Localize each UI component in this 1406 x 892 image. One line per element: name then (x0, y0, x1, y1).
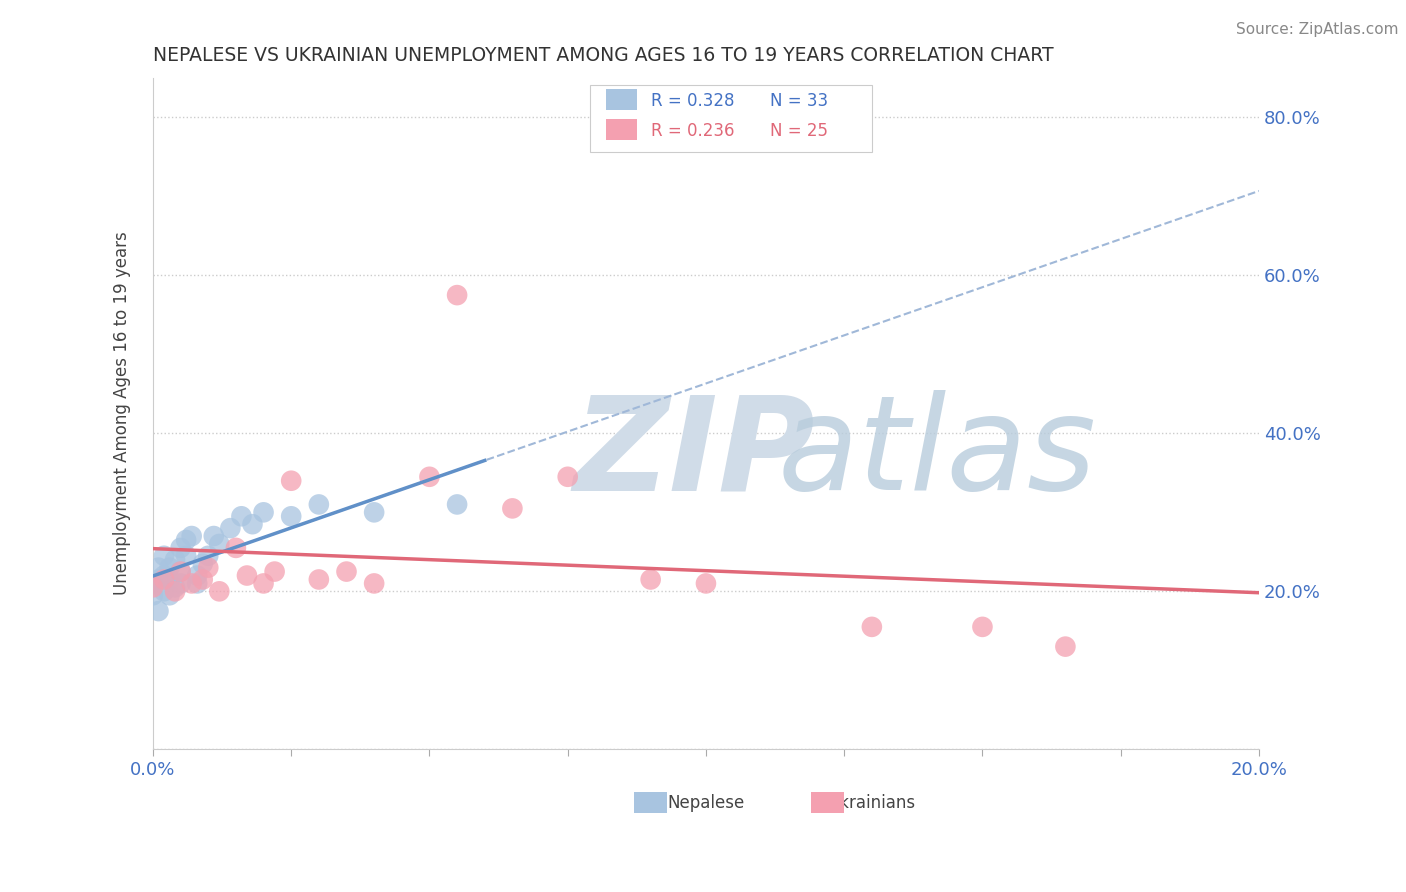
Text: Ukrainians: Ukrainians (828, 794, 915, 812)
Point (197, 549, 219, 563)
Point (640, 573, 662, 587)
Point (202, 529, 225, 543)
Point (557, 470, 579, 484)
Point (180, 576, 202, 591)
Point (159, 573, 181, 587)
Point (197, 560, 219, 574)
Point (280, 474, 302, 488)
Point (219, 521, 242, 535)
Point (208, 584, 231, 599)
Text: N = 33: N = 33 (770, 92, 828, 110)
Point (225, 541, 247, 555)
Point (191, 573, 214, 587)
Text: atlas: atlas (778, 391, 1097, 517)
Point (169, 541, 191, 555)
Point (165, 580, 187, 594)
Point (153, 584, 176, 599)
Point (263, 565, 285, 579)
Bar (606, 119, 637, 140)
Text: NEPALESE VS UKRAINIAN UNEMPLOYMENT AMONG AGES 16 TO 19 YEARS CORRELATION CHART: NEPALESE VS UKRAINIAN UNEMPLOYMENT AMONG… (153, 46, 1053, 65)
Point (335, 565, 357, 579)
Text: N = 25: N = 25 (770, 122, 828, 140)
Point (231, 509, 253, 524)
Point (142, 588, 165, 602)
Bar (634, 791, 668, 814)
Point (208, 537, 231, 551)
Y-axis label: Unemployment Among Ages 16 to 19 years: Unemployment Among Ages 16 to 19 years (114, 232, 131, 596)
Bar (811, 791, 844, 814)
Point (860, 620, 883, 634)
Text: R = 0.328: R = 0.328 (651, 92, 734, 110)
Point (186, 568, 208, 582)
Point (165, 584, 187, 599)
FancyBboxPatch shape (591, 85, 872, 152)
Point (169, 576, 191, 591)
Text: Nepalese: Nepalese (668, 794, 745, 812)
Point (308, 498, 330, 512)
Point (418, 470, 440, 484)
Point (446, 498, 468, 512)
Point (174, 549, 197, 563)
Point (191, 557, 214, 571)
Point (972, 620, 994, 634)
Text: ZIP: ZIP (574, 391, 815, 517)
Point (165, 553, 187, 567)
Point (148, 604, 170, 618)
Point (446, 288, 468, 302)
Point (1054, 640, 1077, 654)
Point (153, 568, 176, 582)
Point (252, 576, 274, 591)
Point (142, 576, 165, 591)
Text: R = 0.236: R = 0.236 (651, 122, 734, 140)
Point (148, 573, 170, 587)
Text: Source: ZipAtlas.com: Source: ZipAtlas.com (1236, 22, 1399, 37)
Point (142, 580, 165, 594)
Point (153, 549, 176, 563)
Point (169, 565, 191, 579)
Point (252, 505, 274, 519)
Point (159, 588, 181, 602)
Point (280, 509, 302, 524)
Bar (606, 88, 637, 110)
Point (308, 573, 330, 587)
Point (501, 501, 523, 516)
Point (180, 529, 202, 543)
Point (236, 568, 259, 582)
Point (148, 560, 170, 574)
Point (169, 565, 191, 579)
Point (363, 505, 385, 519)
Point (242, 517, 264, 532)
Point (153, 573, 176, 587)
Point (174, 533, 197, 547)
Point (363, 576, 385, 591)
Point (695, 576, 717, 591)
Point (186, 576, 208, 591)
Point (159, 560, 181, 574)
